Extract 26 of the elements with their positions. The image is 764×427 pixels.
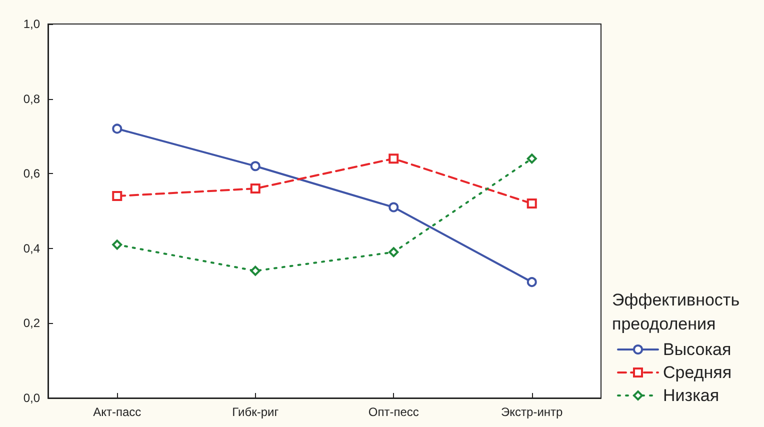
- point: [112, 191, 122, 202]
- y-tick-label: 0,4: [23, 241, 40, 256]
- x-tick-label: Экстр-интр: [501, 405, 564, 419]
- point: [526, 154, 537, 164]
- legend-label: Высокая: [663, 340, 732, 359]
- legend-label: Средняя: [663, 363, 732, 382]
- x-tick-label: Опт-песс: [368, 405, 419, 419]
- y-tick-label: 1,0: [23, 17, 40, 31]
- point: [250, 161, 260, 172]
- point: [388, 202, 399, 212]
- y-tick-label: 0,0: [23, 391, 40, 405]
- point: [526, 277, 537, 288]
- legend-title: Эффективность преодоления: [612, 290, 740, 334]
- y-tick-label: 0,8: [23, 92, 40, 106]
- point: [112, 124, 122, 134]
- point: [250, 184, 260, 194]
- y-tick-label: 0,2: [23, 316, 40, 330]
- legend-label: Низкая: [663, 386, 720, 405]
- x-tick-label: Гибк-риг: [232, 405, 280, 419]
- point: [388, 247, 399, 258]
- point: [388, 154, 399, 164]
- point: [526, 198, 537, 209]
- point: [112, 240, 122, 250]
- x-tick-label: Акт-пасс: [93, 405, 142, 419]
- point: [250, 266, 260, 276]
- y-tick-label: 0,6: [23, 166, 40, 181]
